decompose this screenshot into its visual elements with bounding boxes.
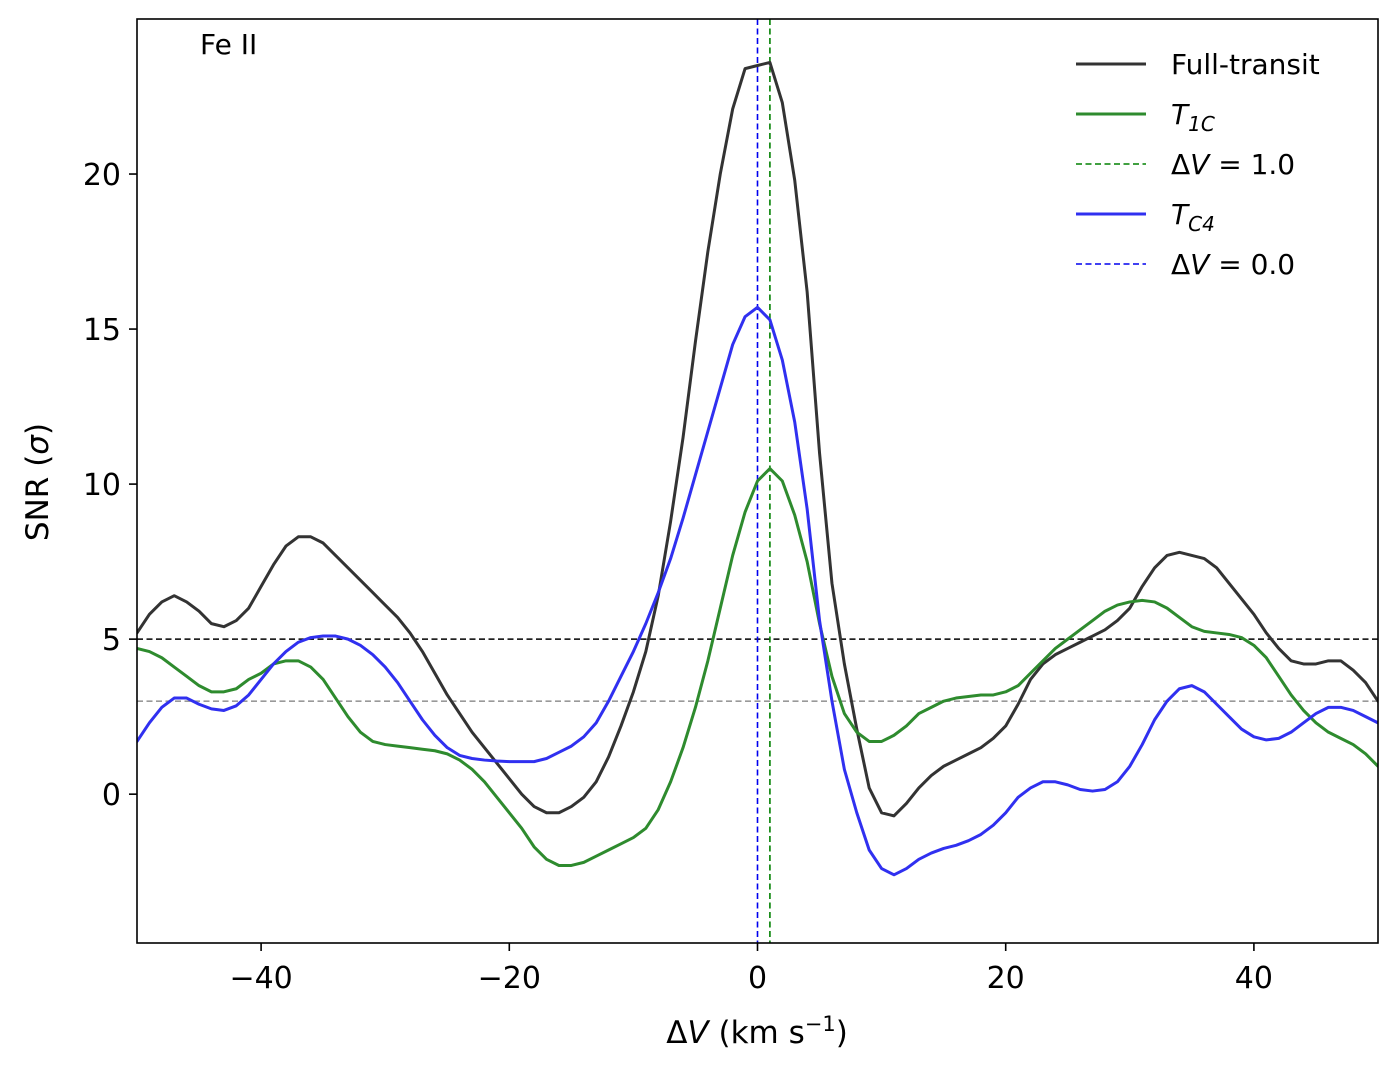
x-tick-label: 40	[1235, 961, 1273, 996]
series-line-t-1c	[137, 467, 1378, 867]
axes: −40 −20 0 20 40 0 5 10 15 20	[83, 18, 1379, 996]
element-annotation: Fe II	[200, 28, 257, 61]
y-tick-label: 20	[83, 158, 121, 193]
series-line-t-c4	[137, 305, 1378, 877]
legend-label-3: TC4	[1171, 198, 1215, 236]
legend-label-2: ΔV = 1.0	[1171, 148, 1295, 181]
x-axis-label: ΔV (km s−1)	[666, 1012, 848, 1051]
series-line-full-transit	[137, 60, 1378, 818]
x-tick-label: −40	[229, 961, 292, 996]
x-tick-label: −20	[478, 961, 541, 996]
x-tick-label: 0	[748, 961, 767, 996]
legend: Full-transit T1C ΔV = 1.0 TC4 ΔV = 0.0	[1076, 48, 1320, 281]
y-tick-label: 5	[102, 623, 121, 658]
y-tick-label: 0	[102, 778, 121, 813]
y-axis-label: SNR (σ)	[20, 423, 56, 541]
legend-label-1: T1C	[1171, 98, 1215, 136]
legend-label-4: ΔV = 0.0	[1171, 248, 1295, 281]
plot-area	[137, 19, 1378, 943]
x-tick-label: 20	[987, 961, 1025, 996]
y-tick-label: 10	[83, 468, 121, 503]
plot-clip-group	[137, 19, 1378, 943]
legend-label-0: Full-transit	[1171, 48, 1320, 81]
y-tick-label: 15	[83, 313, 121, 348]
